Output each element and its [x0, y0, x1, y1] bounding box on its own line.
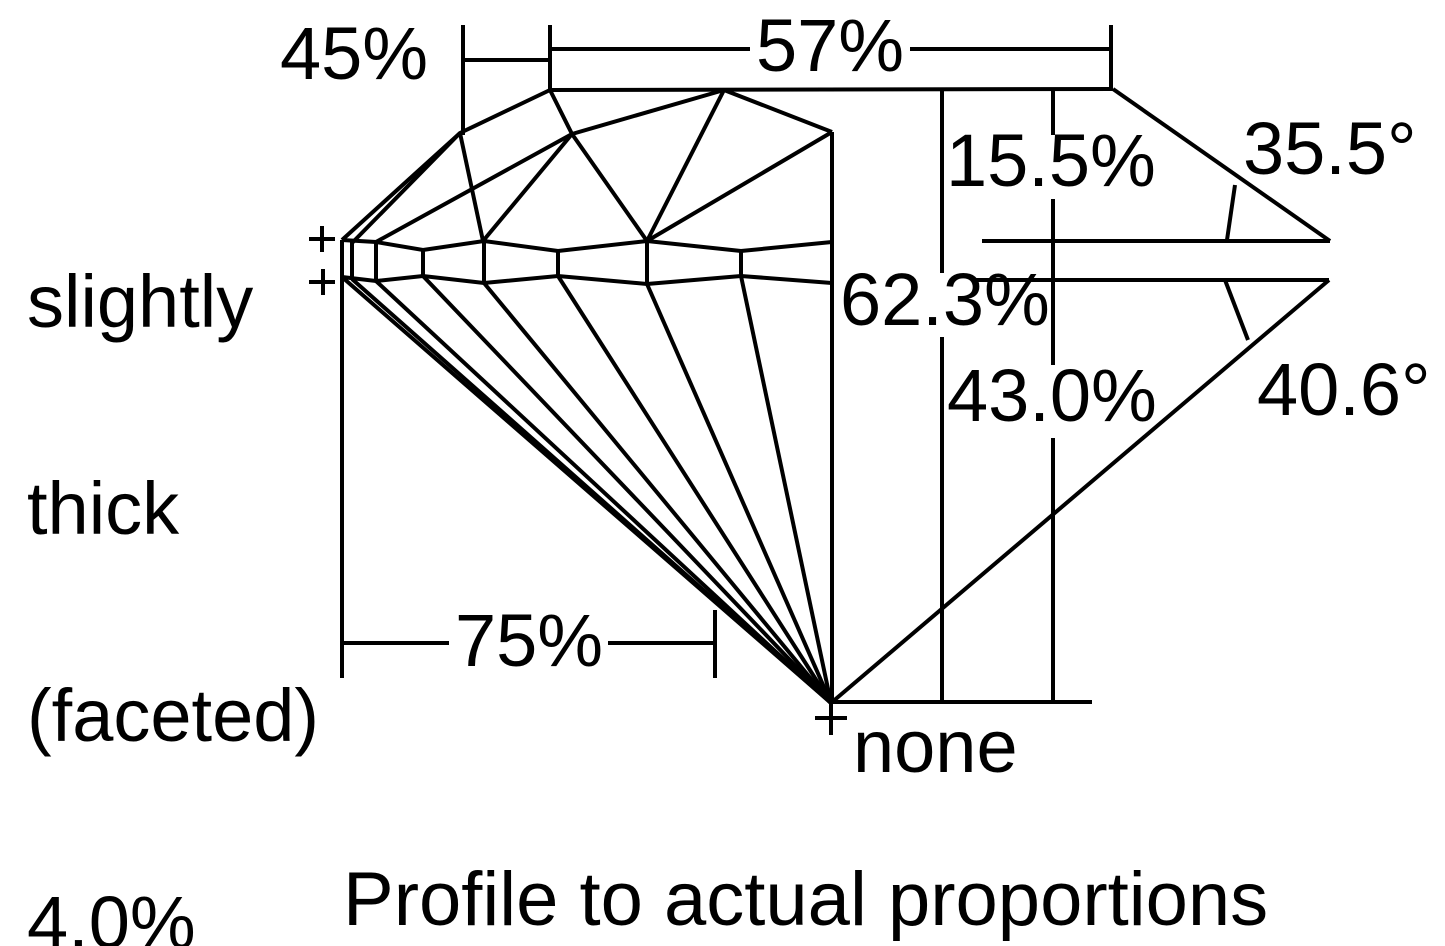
- label-pavilion-angle: 40.6°: [1257, 348, 1431, 431]
- label-crown-angle: 35.5°: [1243, 107, 1417, 190]
- table-edge: [549, 87, 1114, 92]
- pavilion-slope-right: [829, 278, 1331, 705]
- label-girdle-thickness: slightly thick (faceted) 4.0%: [27, 129, 319, 946]
- label-girdle-line3: (faceted): [27, 674, 320, 757]
- label-crown-height: 15.5%: [946, 119, 1156, 202]
- label-table-width: 57%: [756, 4, 905, 87]
- label-girdle-line4: 4.0%: [27, 881, 196, 946]
- crown-facet-lines: [350, 88, 834, 245]
- pavilion-facet-lines: [340, 274, 833, 705]
- label-girdle-line2: thick: [27, 467, 180, 550]
- label-lower-girdle-length: 75%: [455, 599, 604, 682]
- dim-star-length: [461, 25, 550, 135]
- label-culet-size: none: [853, 705, 1018, 788]
- label-total-depth: 62.3%: [840, 258, 1050, 341]
- label-pavilion-depth: 43.0%: [947, 354, 1157, 437]
- girdle-bottom-cross-mark: [309, 269, 335, 295]
- dim-table-width: [548, 25, 1113, 90]
- crown-slope-right: [1111, 87, 1332, 243]
- crown-angle-indicator: [1225, 184, 1237, 241]
- diagram-caption: Profile to actual proportions: [343, 857, 1269, 942]
- girdle-band: [340, 238, 833, 287]
- dim-lower-girdle: [340, 276, 717, 678]
- culet-cross-mark: [815, 703, 847, 735]
- pavilion-angle-indicator: [1223, 279, 1250, 341]
- girdle-top-cross-mark: [309, 226, 335, 252]
- girdle-reference-lines: [975, 239, 1330, 282]
- label-star-length: 45%: [280, 12, 429, 95]
- label-girdle-line1: slightly: [27, 260, 254, 343]
